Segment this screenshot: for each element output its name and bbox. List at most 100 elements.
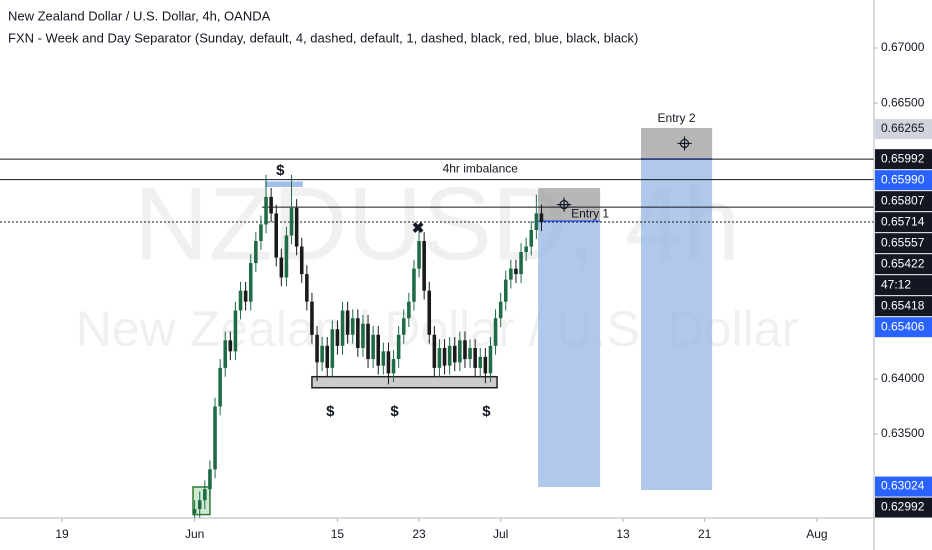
annotation: 4hr imbalance [443,161,519,175]
annotation: $ [276,162,285,179]
candle-body [396,334,401,360]
candle-body [294,207,299,247]
candle-body [356,318,360,349]
position-bottom [641,158,713,491]
candle-body [197,500,202,510]
candle-body [458,340,462,363]
y-tick-label: 0.64000 [881,371,925,385]
x-tick-label: 13 [616,527,630,541]
x-tick-label: Jun [185,527,204,541]
price-label-bg [875,275,932,296]
candle-body [335,329,340,346]
x-tick-label: 15 [331,527,345,541]
candle-body [269,196,273,214]
watermark-symbol: NZDUSD, 4h [134,166,741,282]
candle-body [407,301,411,319]
price-label: 0.65807 [881,193,925,207]
price-label: 0.63024 [881,479,925,493]
x-tick-label: 19 [55,527,69,541]
candle-body [417,241,421,269]
candle-body [305,274,309,302]
price-label: 0.65992 [881,151,925,165]
candle-body [208,469,212,490]
candle-body [473,348,477,368]
chart-title: New Zealand Dollar / U.S. Dollar, 4h, OA… [8,8,271,23]
candle-body [366,323,370,360]
drag-handle-cross [557,197,572,212]
candle-body [401,318,406,335]
candle-body [519,252,523,275]
candle-body [524,246,528,253]
x-tick-label: Jul [493,527,508,541]
candle-body [218,367,222,407]
price-label-bg [875,476,932,497]
candle-body [463,340,467,360]
price-label: 0.66265 [881,121,925,135]
candle-body [412,268,416,302]
candle-body [503,279,508,302]
drag-handle-cross [677,136,692,151]
candle-body [488,345,493,374]
candle-body [325,345,330,368]
candle-body [361,323,365,349]
x-tick-label: Aug [806,527,827,541]
candle-body [432,334,437,368]
candle-body [534,213,539,230]
price-label: 0.65406 [881,319,925,333]
candle-body [371,334,375,360]
candle-body [447,345,452,366]
candle-body [498,301,503,319]
y-tick-label: 0.66500 [881,95,925,109]
candle-body [279,257,284,278]
candle-body [483,356,488,374]
candle-body [386,351,391,374]
x-tick-label: 21 [698,527,712,541]
price-label-bg [875,296,932,317]
candle-body [289,207,294,236]
candle-body [310,301,314,335]
candle-body [233,310,238,352]
candle-body [330,329,335,368]
candle-body [427,290,432,335]
price-label: 47:12 [881,277,911,291]
price-label-bg [875,233,932,254]
candle-body [223,340,228,368]
candle-body [228,340,233,352]
price-label: 0.65714 [881,214,925,228]
plot-area: Entry 1 Entry 2 4hr imbalance $ ✖ $ $ $ [0,111,874,518]
candle-body [529,229,534,247]
candle-body [539,213,544,223]
candle-body [259,224,263,242]
price-label: 0.65422 [881,256,925,270]
candle-body [320,345,324,363]
position-label: Entry 2 [658,111,696,125]
candle-body [493,318,498,346]
y-tick-label: 0.67000 [881,40,925,54]
y-tick-label: 0.63500 [881,426,925,440]
candle-body [284,235,289,278]
candle-body [340,310,345,346]
price-label-bg [875,317,932,338]
candle-body [478,356,483,368]
candle-body [468,348,472,360]
price-label-bg [875,170,932,191]
candle-body [452,345,457,363]
price-label: 0.65557 [881,235,925,249]
candle-body [213,406,217,470]
annotation: $ [482,403,491,420]
candle-body [203,489,207,501]
zone [311,375,498,389]
position-label: Entry 1 [571,206,609,220]
annotation: $ [390,403,399,420]
candle-body [381,351,386,366]
price-label-bg [875,191,932,212]
price-label-bg [875,497,932,518]
candle-body [442,348,447,366]
axes: 0.67000 0.66500 0.64000 0.63500 19 Jun 15 23 Jul… [55,40,932,541]
candle-body [345,310,350,335]
price-label-bg [875,212,932,233]
candle-body [350,318,355,335]
candle-body [422,241,426,291]
candle-body [238,290,243,311]
